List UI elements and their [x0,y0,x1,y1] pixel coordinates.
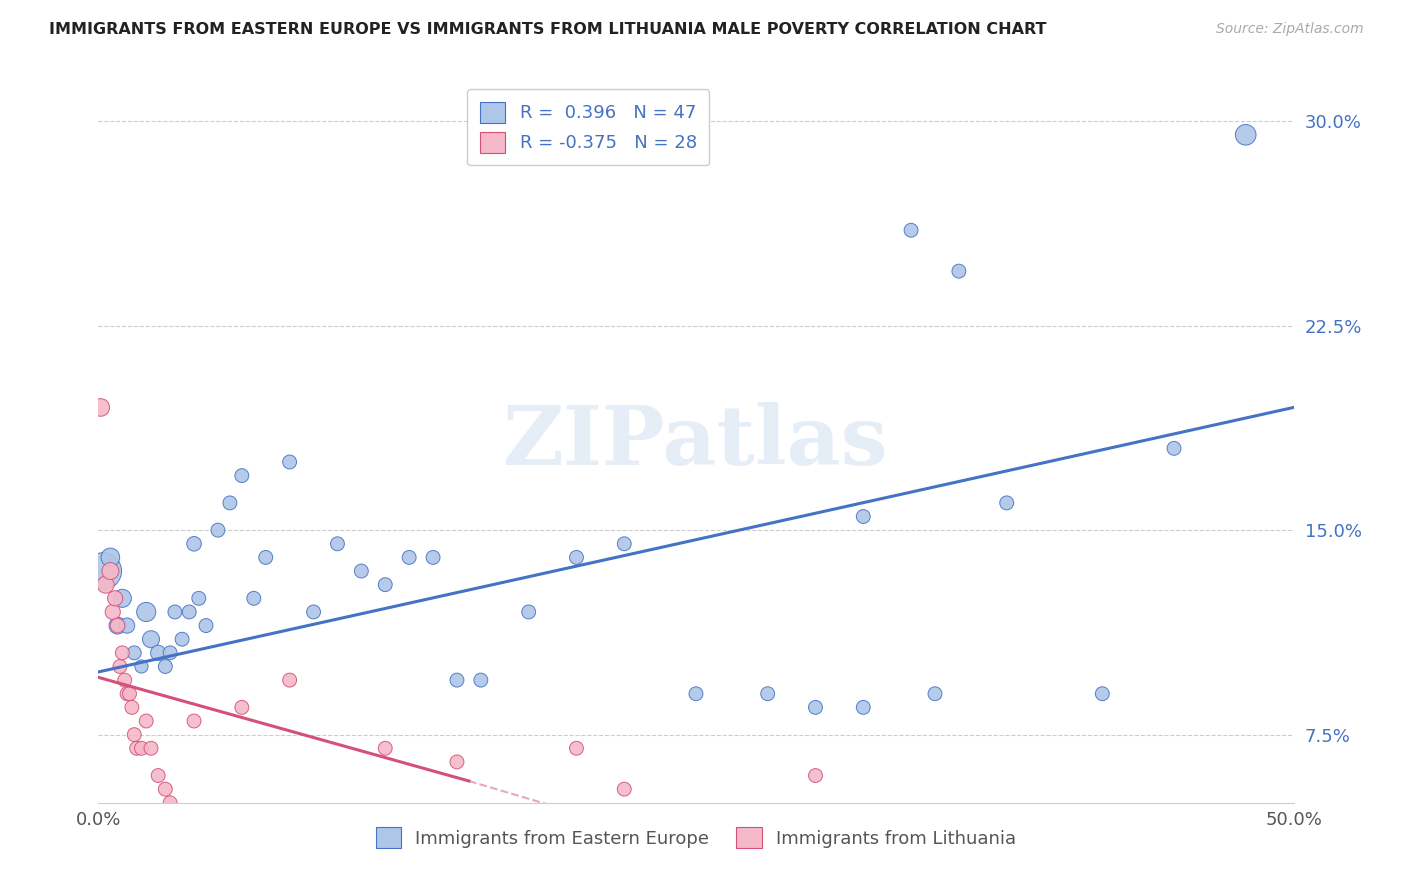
Point [148,768,170,782]
Point [187,591,209,606]
Point [111,646,134,660]
Point [195,618,218,632]
Point [804,700,827,714]
Point [207,523,229,537]
Point [1163,442,1185,456]
Point [125,741,148,756]
Point [422,550,444,565]
Point [107,618,129,632]
Point [98,550,122,565]
Text: IMMIGRANTS FROM EASTERN EUROPE VS IMMIGRANTS FROM LITHUANIA MALE POVERTY CORRELA: IMMIGRANTS FROM EASTERN EUROPE VS IMMIGR… [49,22,1046,37]
Point [155,782,177,797]
Point [756,687,779,701]
Point [804,768,827,782]
Point [350,564,373,578]
Point [924,687,946,701]
Point [1234,128,1257,142]
Point [114,673,136,687]
Point [139,741,162,756]
Point [995,496,1018,510]
Point [118,687,141,701]
Point [135,714,157,728]
Point [163,605,186,619]
Point [1091,687,1114,701]
Point [135,605,157,619]
Point [139,632,162,647]
Point [131,659,153,673]
Point [900,223,922,237]
Point [124,728,146,742]
Point [852,700,875,714]
Point [183,537,205,551]
Point [613,537,636,551]
Point [852,509,875,524]
Point [219,496,242,510]
Point [278,673,301,687]
Point [159,796,181,810]
Point [613,782,636,797]
Point [685,687,707,701]
Point [446,755,468,769]
Point [104,591,127,606]
Point [374,577,396,591]
Point [179,605,201,619]
Point [98,564,122,578]
Point [124,646,146,660]
Point [101,605,124,619]
Point [243,591,266,606]
Point [91,564,114,578]
Legend: Immigrants from Eastern Europe, Immigrants from Lithuania: Immigrants from Eastern Europe, Immigran… [368,820,1024,855]
Point [326,537,349,551]
Point [90,401,112,415]
Point [278,455,301,469]
Point [565,741,588,756]
Text: ZIPatlas: ZIPatlas [503,401,889,482]
Point [172,632,194,647]
Point [517,605,540,619]
Point [94,577,117,591]
Point [231,700,253,714]
Point [948,264,970,278]
Point [470,673,492,687]
Point [115,618,138,632]
Point [159,646,181,660]
Point [254,550,277,565]
Point [148,646,170,660]
Point [302,605,325,619]
Point [374,741,396,756]
Point [131,741,153,756]
Point [183,714,205,728]
Point [115,687,138,701]
Point [565,550,588,565]
Point [108,659,131,673]
Point [231,468,253,483]
Point [121,700,143,714]
Point [398,550,420,565]
Text: Source: ZipAtlas.com: Source: ZipAtlas.com [1216,22,1364,37]
Point [107,618,129,632]
Point [155,659,177,673]
Point [446,673,468,687]
Point [111,591,134,606]
